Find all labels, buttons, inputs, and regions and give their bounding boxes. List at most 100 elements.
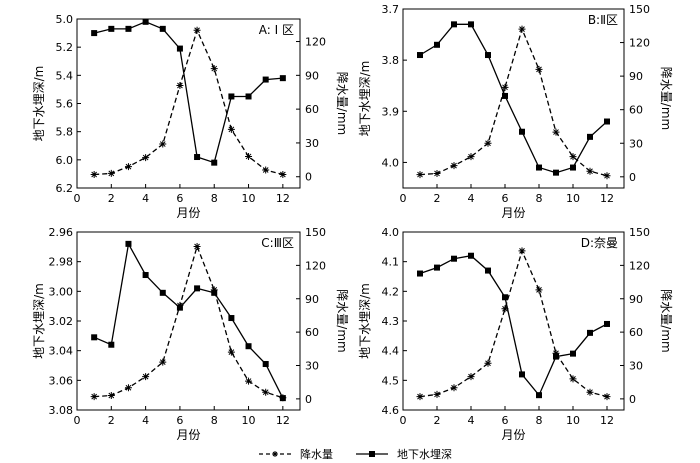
legend-item-precipitation: 降水量 (258, 446, 333, 462)
precipitation-series-line (419, 248, 608, 398)
left-y-tick-label: 3.7 (382, 3, 400, 16)
groundwater-depth-point (417, 270, 423, 277)
panel-b-plot-frame (402, 8, 625, 189)
groundwater-depth-point (194, 285, 201, 292)
precipitation-point (227, 348, 235, 356)
precipitation-point (193, 242, 201, 250)
right-y-tick-label: 60 (629, 104, 643, 117)
left-y-tick-label: 4.4 (382, 345, 400, 358)
groundwater-depth-point (91, 30, 98, 37)
x-tick-label: 0 (400, 414, 407, 427)
right-y-axis-title: 降水量/mm (659, 289, 673, 352)
chart-figure: 0 2 4 6 8 10 12月份5.05.25.45.65.86.06.2地下水埋深/m0… (32, 3, 673, 440)
groundwater-depth-series-line (93, 241, 284, 399)
x-tick-label: 10 (566, 192, 580, 205)
right-y-tick-label: 0 (629, 171, 636, 184)
left-y-tick-label: 3.8 (382, 54, 400, 67)
left-y-tick-label: 5.4 (56, 69, 74, 82)
precipitation-point (603, 172, 611, 180)
precipitation-point (159, 140, 167, 148)
groundwater-depth-point (417, 52, 423, 59)
left-y-tick-label: 3.02 (49, 315, 74, 328)
right-y-tick-label: 120 (629, 37, 650, 50)
precipitation-point (450, 162, 458, 170)
precipitation-point (535, 286, 543, 294)
groundwater-depth-point (519, 371, 525, 378)
panel-label: D:奈曼 (581, 236, 618, 250)
left-y-tick-label: 5.6 (56, 98, 74, 111)
groundwater-depth-point (434, 41, 440, 48)
precipitation-point (603, 393, 611, 401)
groundwater-depth-series-line (94, 21, 283, 164)
groundwater-depth-point (587, 329, 593, 336)
precipitation-series-line (419, 27, 608, 177)
precipitation-point (245, 152, 253, 160)
x-axis-title: 月份 (176, 206, 200, 220)
precipitation-point (227, 125, 235, 133)
x-tick-label: 4 (142, 192, 149, 205)
x-tick-label: 12 (276, 414, 290, 427)
precipitation-point (142, 154, 150, 162)
left-y-tick-label: 3.06 (49, 374, 74, 387)
groundwater-depth-point (279, 75, 286, 82)
precipitation-point (501, 305, 509, 313)
groundwater-depth-point (211, 159, 218, 166)
solid-square-line-icon (356, 451, 388, 457)
precipitation-point (210, 65, 218, 73)
panel-d-plot-frame (402, 231, 625, 411)
groundwater-depth-point (125, 240, 132, 247)
left-y-tick-label: 3.9 (382, 105, 400, 118)
precipitation-point (484, 139, 492, 147)
left-y-axis-title: 地下水埋深/m (358, 283, 372, 359)
right-y-tick-label: 0 (305, 393, 312, 406)
precipitation-series-line (94, 244, 284, 399)
groundwater-depth-point (142, 18, 149, 25)
groundwater-depth-point (91, 334, 98, 341)
left-y-axis-title: 地下水埋深/m (358, 61, 372, 137)
panel-c-plot-frame (76, 231, 301, 411)
right-y-axis-title: 降水量/mm (335, 72, 349, 135)
left-y-tick-label: 3.08 (49, 404, 74, 417)
groundwater-depth-point (553, 169, 559, 176)
groundwater-depth-point (485, 52, 491, 59)
x-axis-title: 月份 (176, 428, 200, 440)
x-tick-label: 2 (108, 192, 115, 205)
groundwater-depth-point (108, 341, 115, 348)
precipitation-point (569, 375, 577, 383)
precipitation-point (416, 171, 424, 179)
x-tick-label: 4 (468, 414, 475, 427)
right-y-tick-label: 90 (305, 293, 319, 306)
left-y-tick-label: 5.0 (56, 13, 74, 26)
precipitation-point (518, 25, 526, 33)
groundwater-depth-point (434, 264, 440, 271)
right-y-tick-label: 30 (629, 137, 643, 150)
left-y-tick-label: 2.96 (49, 226, 74, 239)
x-tick-label: 8 (211, 192, 218, 205)
right-y-tick-label: 0 (305, 171, 312, 184)
precipitation-point (586, 388, 594, 396)
left-y-tick-label: 4.0 (382, 226, 400, 239)
dashed-star-line-icon (259, 451, 291, 457)
groundwater-depth-point (570, 164, 576, 171)
left-y-tick-label: 6.0 (56, 154, 74, 167)
precipitation-point (262, 166, 270, 174)
left-y-tick-label: 4.0 (382, 156, 400, 169)
x-tick-label: 0 (400, 192, 407, 205)
precipitation-point (124, 384, 132, 392)
right-y-axis-title: 降水量/mm (335, 289, 349, 352)
groundwater-depth-point (604, 320, 610, 327)
precipitation-point (467, 153, 475, 161)
left-y-tick-label: 3.04 (49, 345, 74, 358)
left-y-tick-label: 4.1 (382, 256, 400, 269)
precipitation-point (535, 65, 543, 73)
right-y-tick-label: 150 (305, 226, 326, 239)
left-y-tick-label: 5.2 (56, 41, 74, 54)
precipitation-point (193, 26, 201, 34)
groundwater-depth-point (211, 289, 218, 296)
precipitation-point (433, 169, 441, 177)
x-tick-label: 2 (108, 414, 115, 427)
panel-label: A: Ⅰ 区 (259, 23, 294, 37)
x-tick-label: 2 (434, 414, 441, 427)
x-tick-label: 10 (242, 192, 256, 205)
groundwater-depth-point (159, 25, 166, 32)
